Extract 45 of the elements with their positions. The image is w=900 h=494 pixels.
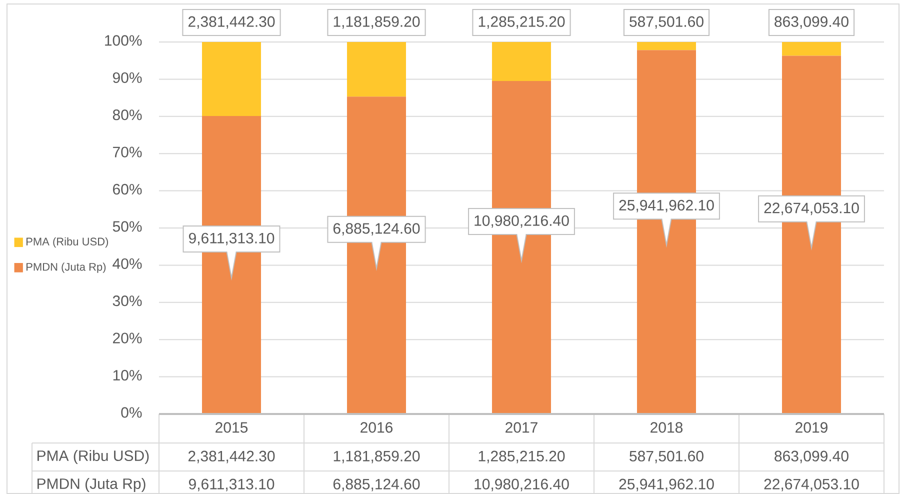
text: 1,285,215.20 <box>478 16 565 29</box>
text: 25,941,962.10 <box>619 478 714 492</box>
text: PMA (Ribu USD) <box>38 450 149 464</box>
x-tick-label: 2015 <box>216 422 248 433</box>
text: 1,285,215.20 <box>478 450 565 464</box>
bar <box>637 42 696 50</box>
x-tick-label: 2019 <box>796 422 828 433</box>
text: 587,501.60 <box>630 16 704 29</box>
legend-label: PMA (Ribu USD) <box>26 237 108 248</box>
y-tick-label: 60% <box>113 184 142 195</box>
text: 2,381,442.30 <box>188 450 275 464</box>
y-tick-label: 40% <box>112 258 142 269</box>
text: 587,501.60 <box>630 450 704 464</box>
bar <box>782 42 841 56</box>
y-tick-label: 0% <box>121 407 142 418</box>
text: 22,674,053.10 <box>764 478 859 492</box>
text: 1,181,859.20 <box>334 450 420 464</box>
legend-label: PMDN (Juta Rp) <box>26 262 106 273</box>
annotation: 22,674,053.10 <box>764 202 859 216</box>
annotation: 10,980,216.40 <box>474 215 569 228</box>
x-tick-label: 2016 <box>360 422 393 433</box>
x-tick-label: 2017 <box>506 422 538 433</box>
y-tick-label: 20% <box>113 332 142 344</box>
text: 1,181,859.20 <box>334 16 420 29</box>
y-tick-label: 80% <box>112 110 142 120</box>
annotation: 9,611,313.10 <box>188 232 274 246</box>
annotation: 25,941,962.10 <box>619 200 714 212</box>
y-tick-label: 10% <box>113 370 142 381</box>
bar <box>347 42 406 97</box>
bar <box>492 42 551 82</box>
y-tick-label: 30% <box>112 296 142 306</box>
text: PMDN (Juta Rp) <box>38 478 146 492</box>
text: 6,885,124.60 <box>333 478 420 492</box>
text: 863,099.40 <box>774 16 848 29</box>
y-tick-label: 50% <box>112 221 142 232</box>
y-tick-label: 90% <box>112 72 142 83</box>
text: 2,381,442.30 <box>188 16 275 29</box>
y-tick-label: 70% <box>113 146 142 158</box>
annotation: 6,885,124.60 <box>333 223 420 236</box>
x-tick-label: 2018 <box>650 422 683 433</box>
text: 9,611,313.10 <box>188 478 274 492</box>
text: 10,980,216.40 <box>474 478 569 492</box>
y-tick-label: 100% <box>105 35 142 46</box>
bar <box>202 42 261 116</box>
text: 863,099.40 <box>774 450 848 464</box>
